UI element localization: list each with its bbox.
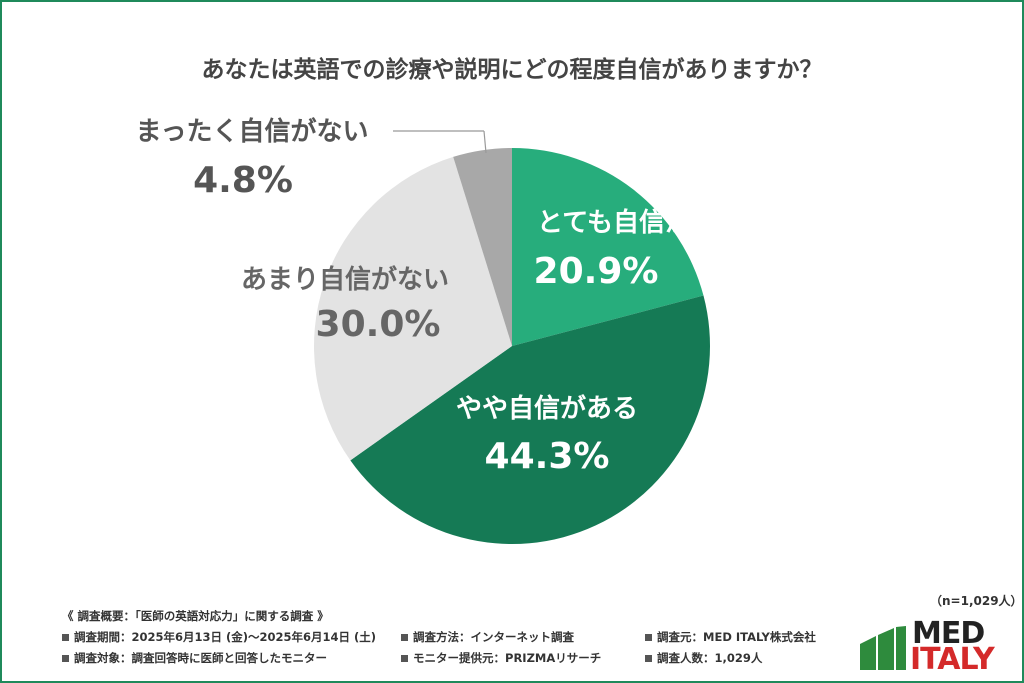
- notes-source: 調査元：MED ITALY株式会社: [657, 630, 816, 644]
- pie-slice-1: [350, 295, 711, 545]
- chart-title: あなたは英語での診療や説明にどの程度自信がありますか？: [201, 57, 823, 83]
- notes-period: 調査期間：2025年6月13日 (金)〜2025年6月14日 (土): [74, 630, 377, 644]
- bullet-icon: [645, 634, 653, 641]
- slice-label-2: あまり自信がない: [241, 264, 449, 295]
- slice-label-3: まったく自信がない: [136, 116, 369, 147]
- bullet-icon: [401, 655, 409, 662]
- slice-value-0: 20.9%: [534, 251, 659, 292]
- sample-size: （n=1,029人）: [930, 594, 1023, 608]
- slice-label-1: やや自信がある: [456, 393, 638, 424]
- notes-target: 調査対象：調査回答時に医師と回答したモニター: [74, 651, 327, 665]
- notes-count: 調査人数：1,029人: [657, 651, 763, 665]
- bullet-icon: [645, 655, 653, 662]
- leader-line-tick: [483, 130, 487, 154]
- notes-heading: 《 調査概要：「医師の英語対応力」に関する調査 》: [62, 609, 329, 623]
- slice-value-2: 30.0%: [316, 304, 441, 345]
- logo-mark-icon: [860, 626, 906, 670]
- pie-slice-0: [512, 148, 704, 346]
- slice-value-3: 4.8%: [193, 160, 293, 201]
- bullet-icon: [401, 634, 409, 641]
- slice-value-1: 44.3%: [485, 436, 610, 477]
- pie-slice-2: [314, 156, 512, 461]
- logo-text-med: MED: [912, 616, 985, 651]
- bullet-icon: [62, 655, 69, 662]
- pie-slice-3: [453, 148, 512, 346]
- notes-provider: モニター提供元：PRIZMAリサーチ: [413, 651, 602, 665]
- slice-label-0: とても自信がある: [537, 207, 743, 238]
- med-italy-logo: MED ITALY: [860, 616, 1000, 677]
- notes-method: 調査方法：インターネット調査: [413, 630, 575, 644]
- bullet-icon: [62, 634, 69, 641]
- survey-notes: 《 調査概要：「医師の英語対応力」に関する調査 》 調査期間：2025年6月13…: [62, 606, 842, 669]
- pie-chart: とても自信がある 20.9% やや自信がある 44.3% あまり自信がない 30…: [135, 116, 743, 545]
- logo-text-italy: ITALY: [910, 642, 995, 677]
